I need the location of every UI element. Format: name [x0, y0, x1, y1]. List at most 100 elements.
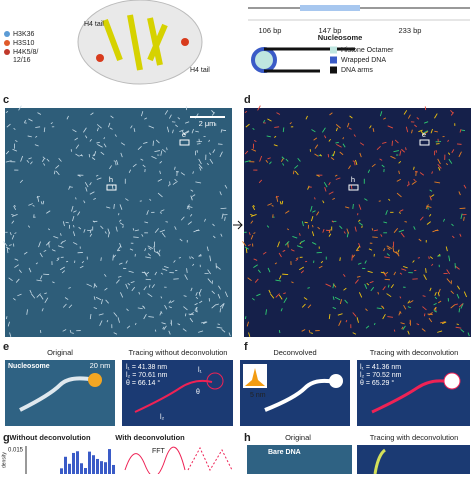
- y-axis-label: density: [1, 452, 7, 468]
- y-tick-label: 0.015: [8, 448, 24, 454]
- speckle: [101, 257, 102, 261]
- image-label: Bare DNA: [268, 449, 301, 456]
- speckle: [355, 162, 356, 165]
- image-title: Original: [285, 433, 311, 442]
- legend-swatch: [330, 57, 337, 64]
- speckle: [394, 330, 395, 332]
- measure: l₂ = 70.61 nm: [126, 372, 168, 379]
- image-title: Tracing with deconvolution: [370, 348, 459, 357]
- speckle: [279, 330, 280, 333]
- speckle: [328, 154, 329, 157]
- hist-bar: [108, 449, 111, 474]
- speckle: [459, 308, 460, 312]
- legend-swatch: [330, 47, 337, 54]
- measure: θ = 66.14 °: [126, 379, 160, 387]
- arrow: [233, 221, 242, 229]
- annotation: l₁: [198, 367, 203, 374]
- label: H4 tail: [84, 21, 104, 28]
- measure: θ = 65.29 °: [360, 379, 394, 387]
- speckle: [312, 225, 313, 227]
- speckle: [189, 207, 190, 209]
- speckle: [274, 127, 279, 128]
- speckle: [357, 250, 360, 251]
- tail-dot: [96, 54, 104, 62]
- diagram-title: Nucleosome: [318, 33, 363, 42]
- panel-letter: d: [244, 94, 251, 106]
- afm-image: [5, 108, 232, 337]
- image-title: Deconvolved: [273, 348, 316, 357]
- measure: l₁ = 41.36 nm: [360, 364, 401, 371]
- speckle: [246, 248, 247, 253]
- histogram: [60, 449, 115, 474]
- trace-crop: [357, 445, 470, 474]
- speckle: [372, 237, 377, 238]
- hist-bar: [68, 464, 71, 474]
- legend-label: 12/16: [13, 57, 31, 64]
- legend-label: Wrapped DNA: [341, 57, 386, 64]
- length-label: 233 bp: [399, 26, 422, 35]
- tail-dot: [181, 38, 189, 46]
- speckle: [197, 150, 198, 153]
- hist-bar: [72, 453, 75, 474]
- speckle: [305, 222, 308, 223]
- measure: l₂ = 70.52 nm: [360, 372, 402, 379]
- image-title: Original: [47, 348, 73, 357]
- speckle: [428, 207, 429, 209]
- speckle: [426, 268, 427, 273]
- wrapped-region: [300, 5, 360, 11]
- speckle: [436, 144, 440, 145]
- speckle: [352, 255, 353, 261]
- nucleosome-ring: [444, 373, 460, 389]
- nucleosome-icon: [253, 49, 275, 71]
- legend-label: DNA arms: [341, 67, 373, 74]
- speckle: [197, 144, 201, 145]
- scale-bar-label: 2 μm: [199, 119, 216, 128]
- panel-letter: h: [244, 432, 251, 444]
- hist-bar: [104, 462, 107, 474]
- image-title: Tracing with deconvolution: [370, 433, 459, 442]
- nucleosome-blob: [88, 373, 102, 387]
- speckle: [314, 197, 315, 199]
- image-label: Nucleosome: [8, 363, 50, 370]
- speckle: [155, 330, 156, 332]
- panel-letter: c: [3, 94, 9, 106]
- hist-bar: [60, 468, 63, 474]
- hist-bar: [88, 452, 91, 474]
- speckle: [429, 256, 430, 259]
- speckle: [311, 333, 313, 334]
- scale-bar-label: 20 nm: [90, 361, 111, 370]
- plot-label: FFT: [152, 448, 166, 455]
- speckle: [424, 313, 425, 316]
- speckle: [353, 204, 354, 209]
- legend-dot: [4, 40, 10, 46]
- hist-bar: [76, 451, 79, 474]
- speckle: [283, 127, 284, 132]
- speckle: [220, 308, 221, 312]
- marker-label: h: [109, 175, 113, 184]
- legend: Histone Octamer Wrapped DNA DNA arms: [330, 47, 394, 74]
- marker-label: e: [182, 130, 186, 139]
- legend-dot: [4, 49, 10, 55]
- legend-label: Histone Octamer: [341, 47, 394, 54]
- hist-bar: [112, 465, 115, 474]
- plot-title: With deconvolution: [115, 433, 185, 442]
- fft-peaks: [188, 448, 232, 470]
- speckle: [436, 150, 437, 153]
- image-title: Tracing without deconvolution: [129, 348, 228, 357]
- speckle: [72, 333, 74, 334]
- marker-label: e: [422, 130, 426, 139]
- hist-bar: [84, 468, 87, 474]
- hist-bar: [96, 459, 99, 474]
- speckle: [340, 257, 341, 261]
- legend-label: H3S10: [13, 40, 35, 47]
- speckle: [89, 154, 90, 157]
- legend-dot: [4, 31, 10, 37]
- speckle: [409, 181, 410, 185]
- length-label: 106 bp: [259, 26, 282, 35]
- traced-image: [244, 108, 471, 337]
- scale-bar-label: 5 nm: [250, 392, 266, 399]
- measure: l₁ = 41.38 nm: [126, 364, 167, 371]
